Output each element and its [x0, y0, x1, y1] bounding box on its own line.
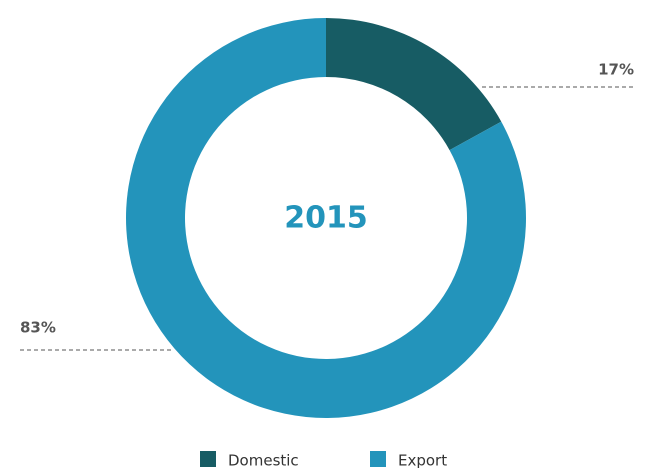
donut-slice [126, 18, 526, 418]
legend-swatch [370, 451, 386, 467]
donut-slice [326, 18, 502, 151]
center-label: 2015 [284, 201, 368, 236]
legend-swatch [200, 451, 216, 467]
legend-label: Domestic [228, 452, 299, 468]
value-label: 83% [20, 319, 56, 337]
value-label: 17% [598, 61, 634, 79]
legend-label: Export [398, 452, 447, 468]
